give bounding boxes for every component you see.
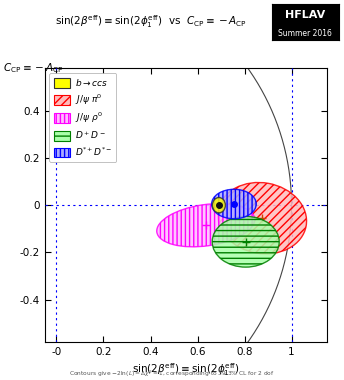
- Ellipse shape: [157, 204, 255, 247]
- Text: Summer 2016: Summer 2016: [278, 29, 332, 38]
- Legend: $b\rightarrow ccs$, $J/\psi\ \pi^0$, $J/\psi\ \rho^0$, $D^+ D^-$, $D^{*+} D^{*-}: $b\rightarrow ccs$, $J/\psi\ \pi^0$, $J/…: [49, 73, 116, 162]
- Ellipse shape: [218, 182, 307, 254]
- Text: Contours give $-2\ln(L) = \Delta\chi^2 = 1$, corresponding to 39.3% CL for 2 dof: Contours give $-2\ln(L) = \Delta\chi^2 =…: [69, 369, 275, 379]
- Ellipse shape: [212, 189, 256, 219]
- X-axis label: $\sin(2\beta^{\rm eff}) \equiv \sin(2\phi_1^{\rm eff})$: $\sin(2\beta^{\rm eff}) \equiv \sin(2\ph…: [132, 361, 240, 378]
- Text: $C_{\rm CP} \equiv -A_{\rm CP}$: $C_{\rm CP} \equiv -A_{\rm CP}$: [3, 61, 64, 74]
- Ellipse shape: [213, 198, 225, 213]
- Text: $\sin(2\beta^{\rm eff}) \equiv \sin(2\phi_1^{\rm eff})$  vs  $C_{\rm CP} \equiv : $\sin(2\beta^{\rm eff}) \equiv \sin(2\ph…: [55, 13, 247, 30]
- Text: HFLAV: HFLAV: [285, 10, 325, 20]
- Ellipse shape: [212, 216, 279, 267]
